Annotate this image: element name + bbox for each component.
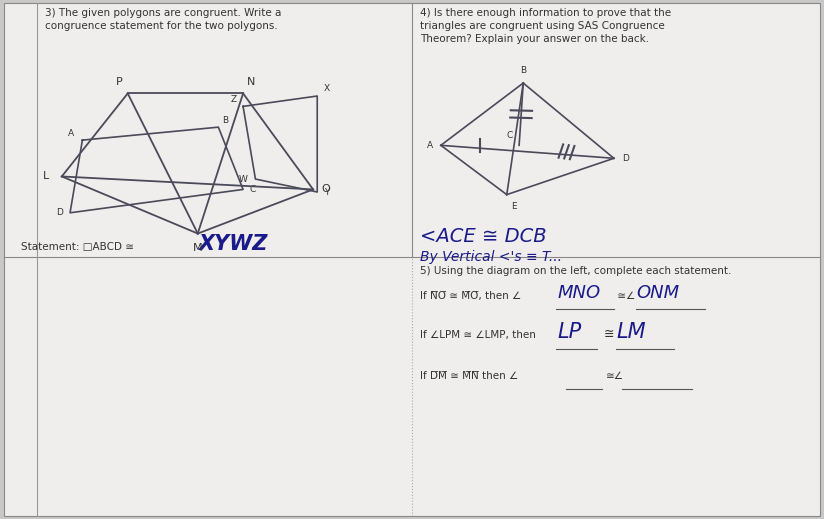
Text: C: C [250,185,256,194]
Text: ≅: ≅ [600,328,618,342]
Text: P: P [116,77,123,87]
Text: XYWZ: XYWZ [198,234,267,254]
Text: Statement: □ABCD ≅: Statement: □ABCD ≅ [21,241,133,252]
Text: Z: Z [231,95,236,104]
Text: N: N [247,77,255,87]
Text: D: D [57,208,63,217]
Text: 4) Is there enough information to prove that the
triangles are congruent using S: 4) Is there enough information to prove … [420,8,672,44]
Text: 5) Using the diagram on the left, complete each statement.: 5) Using the diagram on the left, comple… [420,266,732,276]
FancyBboxPatch shape [4,3,820,516]
Text: C: C [506,131,513,140]
Text: O: O [321,184,330,195]
Text: W: W [238,174,247,184]
Text: M: M [193,243,203,253]
Text: A: A [427,141,433,150]
Text: X: X [324,85,330,93]
Text: If D̅M̅ ≅ M̅N̅ then ∠: If D̅M̅ ≅ M̅N̅ then ∠ [420,371,518,381]
Text: 3) The given polygons are congruent. Write a
congruence statement for the two po: 3) The given polygons are congruent. Wri… [45,8,282,31]
Text: E: E [511,202,517,211]
Text: ≅∠: ≅∠ [614,291,635,301]
Text: B: B [520,66,527,75]
Text: <ACE ≅ DCB: <ACE ≅ DCB [420,227,547,245]
Text: L: L [43,171,49,182]
Text: If ∠LPM ≅ ∠LMP, then: If ∠LPM ≅ ∠LMP, then [420,330,536,340]
Text: Y: Y [324,187,330,197]
Text: If N̅O̅ ≅ M̅O̅, then ∠: If N̅O̅ ≅ M̅O̅, then ∠ [420,291,522,301]
Text: LP: LP [558,322,582,342]
Text: ≅∠: ≅∠ [606,371,624,381]
Text: By Vertical <'s ≡ T...: By Vertical <'s ≡ T... [420,250,562,264]
Text: A: A [68,129,74,138]
Text: B: B [222,116,228,125]
Text: LM: LM [616,322,646,342]
Text: ONM: ONM [636,284,679,302]
Text: MNO: MNO [558,284,601,302]
Text: D: D [622,154,629,163]
